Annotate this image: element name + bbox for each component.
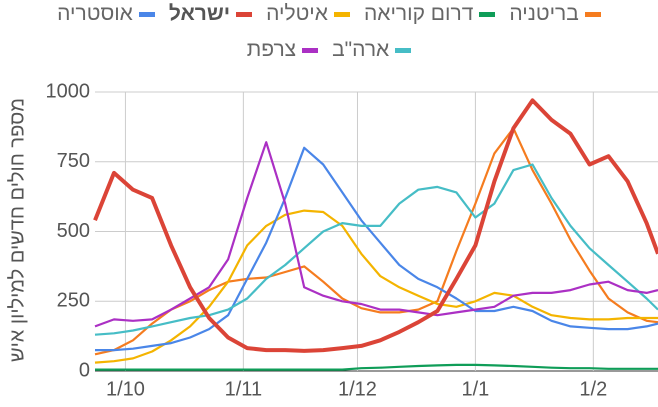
legend-swatch	[479, 11, 496, 17]
y-tick-label: 250	[57, 290, 90, 312]
legend-item: ישראל	[168, 2, 253, 26]
series-line	[93, 98, 658, 353]
y-tick-label: 1000	[46, 80, 91, 102]
series-line	[95, 146, 658, 352]
legend-item: איטליה	[266, 2, 350, 26]
legend-label: בריטניה	[509, 2, 579, 25]
x-tick-label: 1/12	[338, 378, 377, 400]
x-tick-label: 1/2	[579, 378, 607, 400]
legend-label: ארה"ב	[332, 38, 390, 61]
legend-label: דרום קוריאה	[363, 2, 474, 25]
x-tick-label: 1/10	[106, 378, 145, 400]
legend-item: ארה"ב	[332, 38, 412, 62]
legend-swatch	[333, 11, 350, 17]
legend-item: דרום קוריאה	[363, 2, 496, 26]
legend-swatch	[138, 11, 155, 17]
series-line	[94, 141, 658, 328]
x-tick-label: 1/1	[461, 378, 489, 400]
y-tick-label: 750	[57, 150, 90, 172]
legend-item: צרפת	[246, 38, 319, 62]
legend-label: איטליה	[266, 2, 328, 25]
legend-swatch	[236, 11, 253, 17]
legend-label: אוסטריה	[57, 2, 133, 25]
y-tick-label: 500	[57, 220, 90, 242]
series-line	[94, 163, 658, 336]
series-line	[95, 363, 658, 371]
series-line	[94, 209, 658, 364]
series-line	[94, 127, 658, 356]
x-tick-label: 1/11	[225, 378, 262, 400]
legend-swatch	[302, 47, 319, 53]
y-axis-label: מספר חולים חדשים למיליון איש	[6, 98, 28, 362]
legend: בריטניה דרום קוריאה איטליה ישראל אוסטריה ארה"…	[0, 2, 658, 62]
legend-label: ישראל	[168, 2, 231, 25]
legend-swatch	[395, 47, 412, 53]
legend-label: צרפת	[246, 38, 297, 61]
legend-item: אוסטריה	[57, 2, 155, 26]
legend-swatch	[584, 11, 601, 17]
legend-item: בריטניה	[509, 2, 601, 26]
y-tick-label: 0	[79, 359, 90, 381]
